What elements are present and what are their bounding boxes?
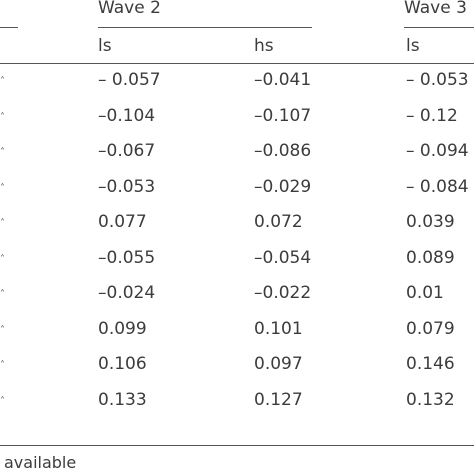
table-cell: – 0.053 xyxy=(406,70,469,90)
row-marker: ˄ xyxy=(0,289,5,300)
table-cell: 0.106 xyxy=(98,354,147,374)
table-cell: –0.022 xyxy=(254,283,312,303)
table-cell: –0.107 xyxy=(254,106,312,126)
table-cell: –0.024 xyxy=(98,283,156,303)
rule-under-wave-2 xyxy=(98,27,312,28)
table-cell: –0.029 xyxy=(254,177,312,197)
table-cell: 0.072 xyxy=(254,212,303,232)
table-cell: 0.132 xyxy=(406,390,455,410)
footnote: available xyxy=(4,453,77,472)
table-cell: – 0.084 xyxy=(406,177,469,197)
table-cell: –0.104 xyxy=(98,106,156,126)
table-cell: 0.127 xyxy=(254,390,303,410)
row-marker: ˄ xyxy=(0,183,5,194)
table-cell: 0.077 xyxy=(98,212,147,232)
table-cell: 0.099 xyxy=(98,319,147,339)
table-cell: – 0.12 xyxy=(406,106,458,126)
row-marker: ˄ xyxy=(0,360,5,371)
table-cell: 0.101 xyxy=(254,319,303,339)
table-cell: –0.086 xyxy=(254,141,312,161)
row-marker: ˄ xyxy=(0,76,5,87)
row-marker: ˄ xyxy=(0,218,5,229)
subheader-ls-wave-3: ls xyxy=(406,36,420,56)
table-cell: – 0.094 xyxy=(406,141,469,161)
table-cell: 0.039 xyxy=(406,212,455,232)
table-cell: 0.01 xyxy=(406,283,444,303)
table-cell: 0.146 xyxy=(406,354,455,374)
row-marker: ˄ xyxy=(0,325,5,336)
row-marker: ˄ xyxy=(0,112,5,123)
table-cell: 0.079 xyxy=(406,319,455,339)
table-cell: 0.133 xyxy=(98,390,147,410)
subheader-hs-wave-2: hs xyxy=(254,36,274,56)
table-cell: – 0.057 xyxy=(98,70,161,90)
table-cell: –0.054 xyxy=(254,248,312,268)
table-cell: –0.055 xyxy=(98,248,156,268)
header-wave-3: Wave 3 xyxy=(404,0,467,18)
row-marker: ˄ xyxy=(0,254,5,265)
subheader-ls-wave-2: ls xyxy=(98,36,112,56)
table-cell: 0.089 xyxy=(406,248,455,268)
header-wave-2: Wave 2 xyxy=(98,0,161,18)
table-cell: 0.097 xyxy=(254,354,303,374)
rule-left-stub xyxy=(0,27,18,28)
table-cell: –0.067 xyxy=(98,141,156,161)
rule-under-subheaders xyxy=(0,63,474,64)
row-marker: ˄ xyxy=(0,396,5,407)
table-cell: –0.041 xyxy=(254,70,312,90)
rule-table-bottom xyxy=(0,445,474,446)
table-cell: –0.053 xyxy=(98,177,156,197)
rule-under-wave-3 xyxy=(404,27,474,28)
row-marker: ˄ xyxy=(0,147,5,158)
